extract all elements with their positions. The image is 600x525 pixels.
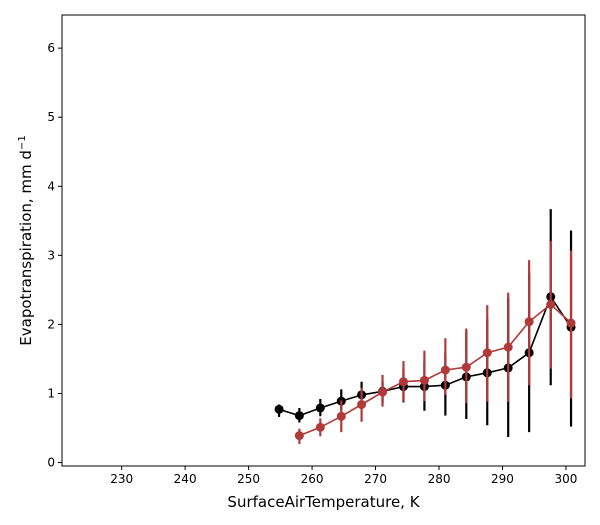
series-layer [274, 209, 576, 444]
y-tick-label: 0 [47, 456, 55, 470]
black-data-point [294, 411, 304, 421]
x-axis: 230 240 250 260 270 280 290 300 [110, 466, 577, 486]
red-data-point [440, 365, 450, 375]
red-data-point [398, 377, 408, 387]
y-axis-title: Evapotranspiration, mm d−1 [17, 135, 35, 345]
x-tick-label: 290 [491, 472, 514, 486]
red-data-point [357, 400, 367, 410]
red-data-point [482, 348, 492, 358]
x-tick-label: 280 [428, 472, 451, 486]
red-data-point [315, 422, 325, 432]
y-tick-label: 2 [47, 317, 55, 331]
y-tick-label: 6 [47, 41, 55, 55]
red-data-point [378, 387, 388, 397]
y-axis-title-main: Evapotranspiration, mm d [17, 150, 35, 346]
y-tick-label: 1 [47, 386, 55, 400]
x-tick-label: 240 [174, 472, 197, 486]
x-tick-label: 260 [301, 472, 324, 486]
black-data-point [315, 403, 325, 413]
x-tick-label: 250 [237, 472, 260, 486]
red-data-point [419, 375, 429, 385]
y-tick-label: 5 [47, 110, 55, 124]
red-data-point [524, 317, 534, 327]
x-tick-label: 270 [364, 472, 387, 486]
series-red [294, 240, 576, 444]
y-tick-label: 3 [47, 248, 55, 262]
red-data-point [566, 318, 576, 328]
x-axis-title: SurfaceAirTemperature, K [227, 493, 420, 511]
y-axis: 0 1 2 3 4 5 6 [47, 41, 62, 470]
black-data-point [274, 404, 284, 414]
y-tick-label: 4 [47, 179, 55, 193]
red-data-point [461, 362, 471, 372]
y-axis-title-exponent: −1 [17, 135, 28, 150]
x-tick-label: 230 [110, 472, 133, 486]
red-data-point [546, 299, 556, 309]
plot-area [61, 14, 586, 467]
red-data-point [294, 431, 304, 441]
red-data-point [503, 342, 513, 352]
x-tick-label: 300 [555, 472, 578, 486]
red-data-point [336, 411, 346, 421]
